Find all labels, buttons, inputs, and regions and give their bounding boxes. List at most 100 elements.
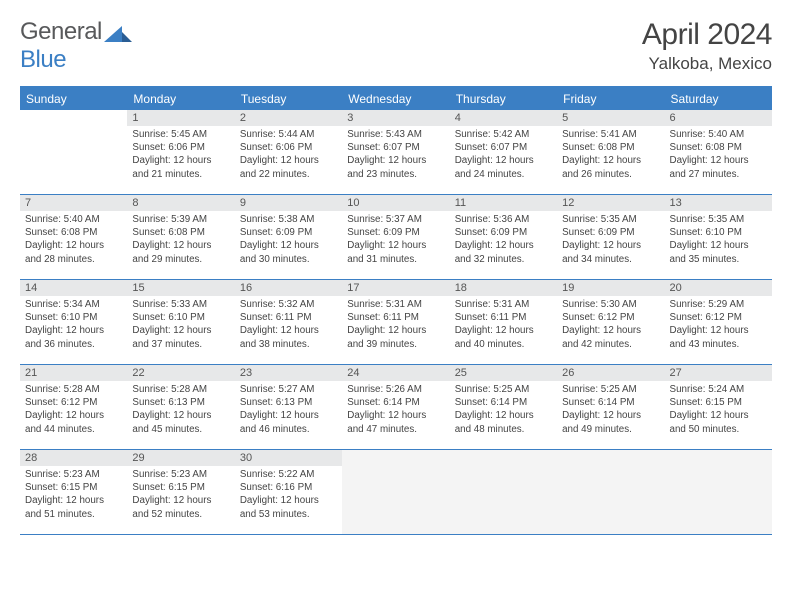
- day-number: 2: [235, 110, 342, 126]
- day-details: Sunrise: 5:41 AMSunset: 6:08 PMDaylight:…: [557, 126, 664, 185]
- day-number: 15: [127, 280, 234, 296]
- day-cell: 11Sunrise: 5:36 AMSunset: 6:09 PMDayligh…: [450, 195, 557, 279]
- day-cell: 25Sunrise: 5:25 AMSunset: 6:14 PMDayligh…: [450, 365, 557, 449]
- day-details: Sunrise: 5:28 AMSunset: 6:13 PMDaylight:…: [127, 381, 234, 440]
- empty-cell: [342, 450, 449, 534]
- day-number: 19: [557, 280, 664, 296]
- day-cell: 9Sunrise: 5:38 AMSunset: 6:09 PMDaylight…: [235, 195, 342, 279]
- day-cell: 2Sunrise: 5:44 AMSunset: 6:06 PMDaylight…: [235, 110, 342, 194]
- day-details: Sunrise: 5:25 AMSunset: 6:14 PMDaylight:…: [450, 381, 557, 440]
- day-cell: 12Sunrise: 5:35 AMSunset: 6:09 PMDayligh…: [557, 195, 664, 279]
- day-number: 11: [450, 195, 557, 211]
- day-cell: 18Sunrise: 5:31 AMSunset: 6:11 PMDayligh…: [450, 280, 557, 364]
- day-number: 25: [450, 365, 557, 381]
- day-details: Sunrise: 5:31 AMSunset: 6:11 PMDaylight:…: [450, 296, 557, 355]
- day-number: 17: [342, 280, 449, 296]
- day-number: 26: [557, 365, 664, 381]
- header: General Blue April 2024 Yalkoba, Mexico: [20, 18, 772, 74]
- day-details: Sunrise: 5:40 AMSunset: 6:08 PMDaylight:…: [20, 211, 127, 270]
- day-cell: 10Sunrise: 5:37 AMSunset: 6:09 PMDayligh…: [342, 195, 449, 279]
- day-cell: 30Sunrise: 5:22 AMSunset: 6:16 PMDayligh…: [235, 450, 342, 534]
- day-details: Sunrise: 5:32 AMSunset: 6:11 PMDaylight:…: [235, 296, 342, 355]
- day-cell: 14Sunrise: 5:34 AMSunset: 6:10 PMDayligh…: [20, 280, 127, 364]
- day-details: Sunrise: 5:45 AMSunset: 6:06 PMDaylight:…: [127, 126, 234, 185]
- day-cell: 3Sunrise: 5:43 AMSunset: 6:07 PMDaylight…: [342, 110, 449, 194]
- logo-word-general: General: [20, 18, 102, 45]
- day-details: Sunrise: 5:34 AMSunset: 6:10 PMDaylight:…: [20, 296, 127, 355]
- day-cell: 27Sunrise: 5:24 AMSunset: 6:15 PMDayligh…: [665, 365, 772, 449]
- logo: General Blue: [20, 18, 132, 74]
- day-details: Sunrise: 5:23 AMSunset: 6:15 PMDaylight:…: [127, 466, 234, 525]
- day-header: Thursday: [450, 88, 557, 110]
- day-number: 20: [665, 280, 772, 296]
- day-number: 27: [665, 365, 772, 381]
- day-cell: 13Sunrise: 5:35 AMSunset: 6:10 PMDayligh…: [665, 195, 772, 279]
- day-details: Sunrise: 5:37 AMSunset: 6:09 PMDaylight:…: [342, 211, 449, 270]
- day-details: Sunrise: 5:42 AMSunset: 6:07 PMDaylight:…: [450, 126, 557, 185]
- day-details: Sunrise: 5:27 AMSunset: 6:13 PMDaylight:…: [235, 381, 342, 440]
- month-title: April 2024: [642, 18, 772, 52]
- week-row: 28Sunrise: 5:23 AMSunset: 6:15 PMDayligh…: [20, 450, 772, 535]
- empty-cell: [665, 450, 772, 534]
- empty-cell: [557, 450, 664, 534]
- day-details: Sunrise: 5:40 AMSunset: 6:08 PMDaylight:…: [665, 126, 772, 185]
- day-cell: 17Sunrise: 5:31 AMSunset: 6:11 PMDayligh…: [342, 280, 449, 364]
- day-number: 22: [127, 365, 234, 381]
- day-details: Sunrise: 5:38 AMSunset: 6:09 PMDaylight:…: [235, 211, 342, 270]
- day-number: 16: [235, 280, 342, 296]
- day-header: Saturday: [665, 88, 772, 110]
- calendar: SundayMondayTuesdayWednesdayThursdayFrid…: [20, 86, 772, 535]
- week-row: 14Sunrise: 5:34 AMSunset: 6:10 PMDayligh…: [20, 280, 772, 365]
- day-number: 29: [127, 450, 234, 466]
- day-cell: 22Sunrise: 5:28 AMSunset: 6:13 PMDayligh…: [127, 365, 234, 449]
- day-cell: 26Sunrise: 5:25 AMSunset: 6:14 PMDayligh…: [557, 365, 664, 449]
- day-number: 21: [20, 365, 127, 381]
- day-number: 9: [235, 195, 342, 211]
- location-text: Yalkoba, Mexico: [642, 54, 772, 74]
- day-number: 28: [20, 450, 127, 466]
- day-details: Sunrise: 5:24 AMSunset: 6:15 PMDaylight:…: [665, 381, 772, 440]
- day-cell: 23Sunrise: 5:27 AMSunset: 6:13 PMDayligh…: [235, 365, 342, 449]
- day-details: Sunrise: 5:30 AMSunset: 6:12 PMDaylight:…: [557, 296, 664, 355]
- week-row: 7Sunrise: 5:40 AMSunset: 6:08 PMDaylight…: [20, 195, 772, 280]
- day-number: 6: [665, 110, 772, 126]
- day-number: 1: [127, 110, 234, 126]
- day-number: 12: [557, 195, 664, 211]
- day-number: 24: [342, 365, 449, 381]
- week-row: 21Sunrise: 5:28 AMSunset: 6:12 PMDayligh…: [20, 365, 772, 450]
- day-details: Sunrise: 5:23 AMSunset: 6:15 PMDaylight:…: [20, 466, 127, 525]
- empty-cell: [20, 110, 127, 194]
- day-cell: 6Sunrise: 5:40 AMSunset: 6:08 PMDaylight…: [665, 110, 772, 194]
- day-details: Sunrise: 5:36 AMSunset: 6:09 PMDaylight:…: [450, 211, 557, 270]
- day-cell: 16Sunrise: 5:32 AMSunset: 6:11 PMDayligh…: [235, 280, 342, 364]
- day-number: 10: [342, 195, 449, 211]
- day-cell: 20Sunrise: 5:29 AMSunset: 6:12 PMDayligh…: [665, 280, 772, 364]
- day-header: Monday: [127, 88, 234, 110]
- day-details: Sunrise: 5:43 AMSunset: 6:07 PMDaylight:…: [342, 126, 449, 185]
- day-cell: 4Sunrise: 5:42 AMSunset: 6:07 PMDaylight…: [450, 110, 557, 194]
- day-header: Friday: [557, 88, 664, 110]
- empty-cell: [450, 450, 557, 534]
- day-details: Sunrise: 5:35 AMSunset: 6:10 PMDaylight:…: [665, 211, 772, 270]
- day-cell: 24Sunrise: 5:26 AMSunset: 6:14 PMDayligh…: [342, 365, 449, 449]
- day-number: 13: [665, 195, 772, 211]
- day-cell: 15Sunrise: 5:33 AMSunset: 6:10 PMDayligh…: [127, 280, 234, 364]
- day-cell: 1Sunrise: 5:45 AMSunset: 6:06 PMDaylight…: [127, 110, 234, 194]
- logo-text: General Blue: [20, 18, 102, 74]
- day-details: Sunrise: 5:35 AMSunset: 6:09 PMDaylight:…: [557, 211, 664, 270]
- weeks-container: 1Sunrise: 5:45 AMSunset: 6:06 PMDaylight…: [20, 110, 772, 535]
- day-details: Sunrise: 5:44 AMSunset: 6:06 PMDaylight:…: [235, 126, 342, 185]
- logo-word-blue: Blue: [20, 46, 66, 73]
- day-details: Sunrise: 5:33 AMSunset: 6:10 PMDaylight:…: [127, 296, 234, 355]
- day-number: 4: [450, 110, 557, 126]
- day-cell: 8Sunrise: 5:39 AMSunset: 6:08 PMDaylight…: [127, 195, 234, 279]
- day-header: Sunday: [20, 88, 127, 110]
- week-row: 1Sunrise: 5:45 AMSunset: 6:06 PMDaylight…: [20, 110, 772, 195]
- day-number: 7: [20, 195, 127, 211]
- day-cell: 7Sunrise: 5:40 AMSunset: 6:08 PMDaylight…: [20, 195, 127, 279]
- day-details: Sunrise: 5:28 AMSunset: 6:12 PMDaylight:…: [20, 381, 127, 440]
- day-number: 5: [557, 110, 664, 126]
- day-number: 23: [235, 365, 342, 381]
- title-block: April 2024 Yalkoba, Mexico: [642, 18, 772, 74]
- day-details: Sunrise: 5:39 AMSunset: 6:08 PMDaylight:…: [127, 211, 234, 270]
